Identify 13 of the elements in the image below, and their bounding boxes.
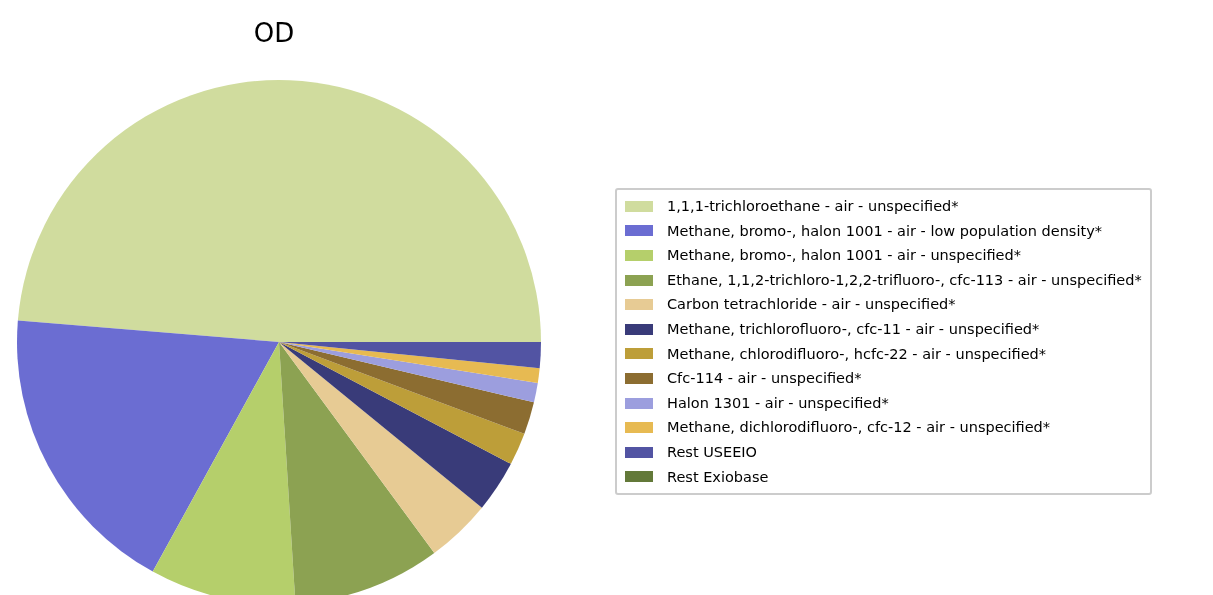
chart-title: OD [252,18,296,48]
legend-label: Methane, bromo-, halon 1001 - air - unspecified* [667,246,1021,266]
legend-label: Carbon tetrachloride - air - unspecified* [667,295,956,315]
legend-label: Methane, chlorodifluoro-, hcfc-22 - air - unspecified* [667,344,1047,364]
legend-label: Halon 1301 - air - unspecified* [667,393,889,413]
legend-label: Rest USEEIO [667,442,758,462]
legend-label: Ethane, 1,1,2-trichloro-1,2,2-trifluoro-, cfc-113 - air - unspecified* [667,270,1142,290]
legend-label: Methane, dichlorodifluoro-, cfc-12 - air - unspecified* [667,418,1051,438]
legend-label: Cfc-114 - air - unspecified* [667,369,862,389]
legend-label: Methane, trichlorofluoro-, cfc-11 - air - unspecified* [667,319,1040,339]
legend-label: Rest Exiobase [667,467,769,487]
legend-label: 1,1,1-trichloroethane - air - unspecified* [667,197,959,216]
legend-label: Methane, bromo-, halon 1001 - air - low population density* [667,221,1102,241]
